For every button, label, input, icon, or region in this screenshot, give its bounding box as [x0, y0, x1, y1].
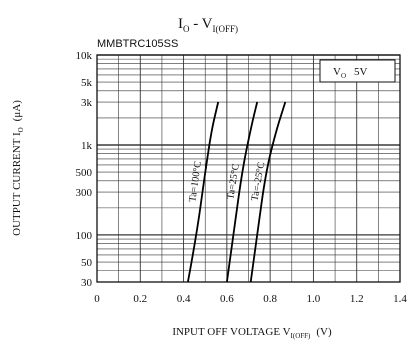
y-tick-label: 100: [76, 230, 93, 242]
y-tick-label: 300: [76, 187, 93, 199]
x-tick-label: 0.4: [177, 293, 191, 305]
condition-label: VO 5V: [333, 66, 368, 80]
y-tick-labels: 10k 5k 3k 1k 500 300 100 50 30: [76, 50, 93, 289]
x-axis-label: INPUT OFF VOLTAGE VI(OFF) (V): [172, 326, 332, 340]
series-group: Ta=100°C Ta=25°C Ta=-25°C: [187, 101, 287, 283]
series-line: [187, 101, 220, 283]
condition-box: [319, 59, 396, 83]
x-tick-labels: 0 0.2 0.4 0.6 0.8 1.0 1.2 1.4: [94, 293, 407, 305]
grid: [97, 54, 400, 283]
y-tick-label: 5k: [81, 77, 93, 89]
y-tick-label: 10k: [76, 50, 93, 62]
x-tick-label: 1.4: [393, 293, 407, 305]
y-tick-label: 50: [81, 257, 93, 269]
y-axis-label: OUTPUT CURRENT IO(μA): [11, 100, 25, 236]
chart-subtitle: MMBTRC105SS: [97, 38, 178, 50]
x-tick-label: 0: [94, 293, 100, 305]
y-tick-label: 30: [81, 277, 93, 289]
x-tick-label: 0.2: [133, 293, 147, 305]
y-tick-label: 3k: [81, 97, 93, 109]
plot-frame: [96, 54, 401, 283]
x-tick-label: 0.6: [220, 293, 234, 305]
series-line: [249, 101, 287, 283]
y-tick-label: 1k: [81, 140, 93, 152]
x-tick-label: 1.0: [307, 293, 321, 305]
chart-title: IO - VI(OFF): [178, 16, 238, 34]
y-tick-label: 500: [76, 167, 93, 179]
x-tick-label: 1.2: [350, 293, 364, 305]
x-tick-label: 0.8: [263, 293, 277, 305]
series-line: [226, 101, 259, 283]
